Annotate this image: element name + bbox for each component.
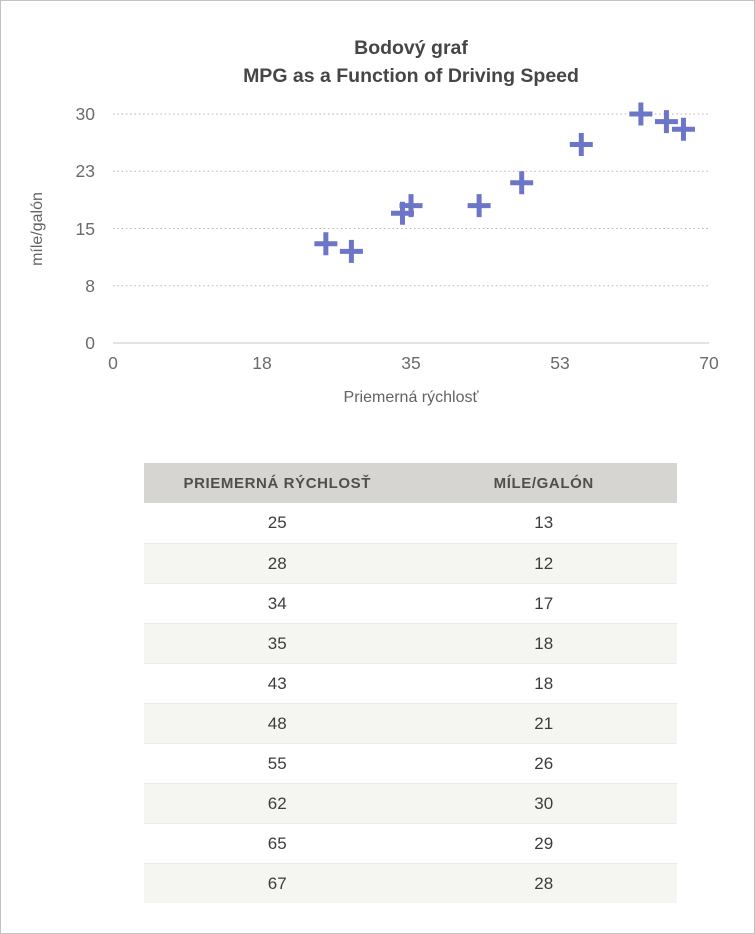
table-row[interactable]: 55 26 [144,743,677,783]
y-tick-label: 23 [75,161,95,182]
table-cell: 65 [267,833,287,853]
table-cell: 26 [534,753,554,773]
x-tick-label: 70 [699,353,719,373]
table-row[interactable]: 28 12 [144,543,677,583]
table-cell: 17 [534,593,554,613]
chart-subtitle: MPG as a Function of Driving Speed [243,65,579,87]
scatter-point-marker[interactable] [467,194,491,218]
table-cell: 18 [534,673,554,693]
table-cell: 62 [267,793,287,813]
table-cell: 55 [267,753,287,773]
x-tick-label: 53 [550,353,570,373]
table-cell: 48 [267,713,287,733]
table-row[interactable]: 67 28 [144,863,677,903]
scatter-plot-svg [113,102,709,344]
scatter-point-marker[interactable] [654,110,678,134]
table-row[interactable]: 62 30 [144,783,677,823]
x-tick-label: 18 [252,353,272,373]
table-cell: 18 [534,633,554,653]
x-tick-label: 35 [401,353,421,373]
table-row[interactable]: 48 21 [144,703,677,743]
y-axis-title: míle/galón [29,192,46,266]
scatter-point-marker[interactable] [510,171,534,195]
scatter-chart: Bodový graf MPG as a Function of Driving… [1,1,754,431]
table-cell: 30 [534,793,554,813]
table-cell: 43 [267,673,287,693]
chart-title: Bodový graf [354,37,468,59]
table-cell: 28 [534,873,554,893]
x-tick-label: 0 [108,353,118,373]
table-header-mpg: MÍLE/GALÓN [493,474,594,492]
table-cell: 28 [267,553,287,573]
table-header-row: PRIEMERNÁ RÝCHLOSŤ MÍLE/GALÓN [144,463,677,503]
scatter-point-marker[interactable] [399,194,423,218]
table-row[interactable]: 25 13 [144,503,677,543]
y-tick-label: 8 [85,275,95,296]
data-table: PRIEMERNÁ RÝCHLOSŤ MÍLE/GALÓN 25 13 28 12 34… [144,463,677,903]
table-cell: 25 [267,513,287,532]
y-tick-label: 30 [75,104,95,124]
scatter-point-marker[interactable] [339,239,363,263]
table-row[interactable]: 34 17 [144,583,677,623]
y-tick-label: 0 [85,333,95,353]
x-axis-title: Priemerná rýchlosť [343,389,479,406]
scatter-point-marker[interactable] [671,117,695,141]
table-cell: 35 [267,633,287,653]
table-cell: 34 [267,593,287,613]
y-tick-label: 15 [75,218,95,239]
scatter-point-marker[interactable] [569,133,593,157]
table-cell: 12 [534,553,554,573]
table-row[interactable]: 65 29 [144,823,677,863]
table-cell: 67 [267,873,287,893]
table-cell: 21 [534,713,554,733]
data-table-body: 25 13 28 12 34 17 35 18 43 18 48 21 55 26 62 30 65 29 67 28 [144,503,677,903]
table-row[interactable]: 35 18 [144,623,677,663]
table-header-speed: PRIEMERNÁ RÝCHLOSŤ [183,474,371,492]
scatter-point-marker[interactable] [314,232,338,256]
chart-title-block: Bodový graf MPG as a Function of Driving… [113,34,709,90]
scatter-point-marker[interactable] [629,102,653,126]
table-cell: 29 [534,833,554,853]
table-cell: 13 [534,513,554,532]
table-row[interactable]: 43 18 [144,663,677,703]
